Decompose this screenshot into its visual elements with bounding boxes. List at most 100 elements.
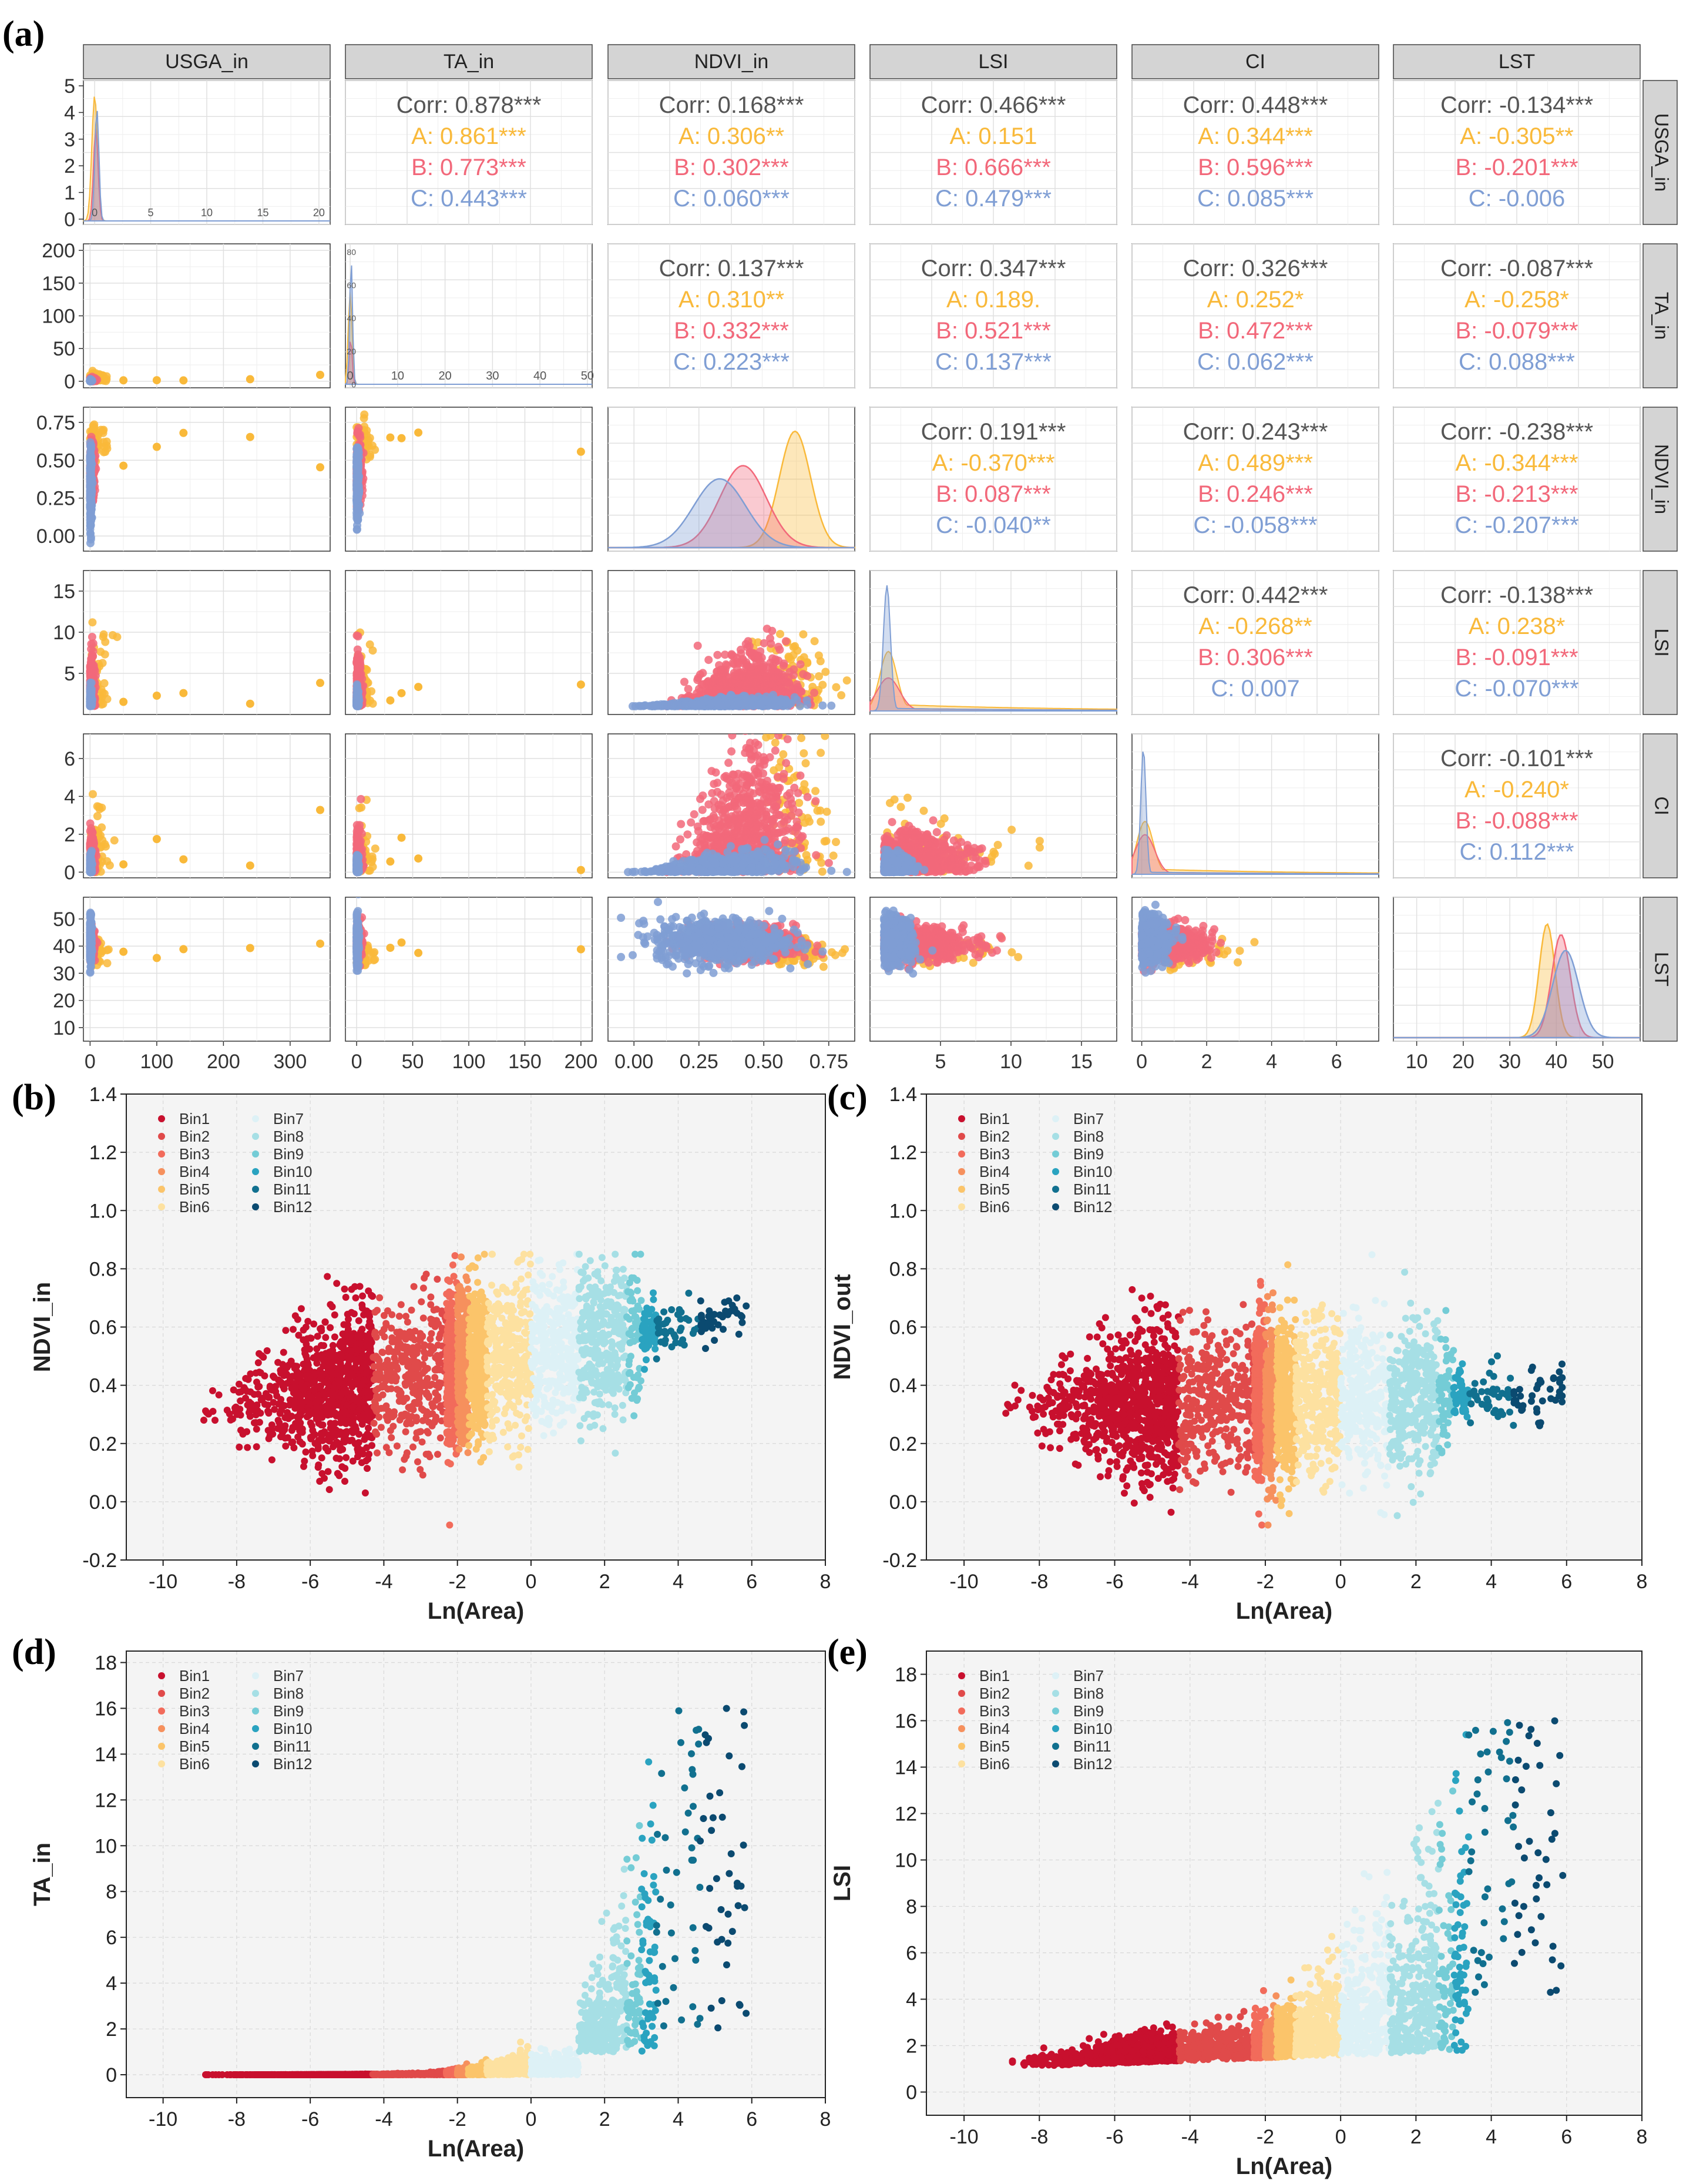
matrix-cell-LSI-TA_in — [345, 570, 593, 715]
density-C — [870, 585, 1117, 712]
point-A — [815, 672, 823, 680]
point-B — [354, 665, 362, 674]
matrix-cell-LSI-USGA_in — [83, 570, 331, 715]
col-strip-LST — [1393, 44, 1641, 79]
point-C — [352, 484, 361, 492]
matrix-cell-LSI-CI: Corr: 0.442***A: -0.268**B: 0.306***C: 0… — [1131, 570, 1379, 715]
corr-group-C: C: 0.007 — [1211, 676, 1299, 702]
point-C — [86, 696, 95, 705]
corr-overall: Corr: 0.878*** — [397, 92, 542, 118]
point-A — [814, 651, 823, 660]
matrix-cell-TA_in-NDVI_in: Corr: 0.137***A: 0.310**B: 0.332***C: 0.… — [607, 243, 855, 388]
point-C — [86, 678, 95, 687]
point-B — [684, 685, 693, 693]
point-B — [772, 673, 781, 682]
point-B — [353, 428, 362, 437]
diag-x-tick: 0 — [347, 370, 354, 383]
corr-group-C: C: -0.070*** — [1455, 676, 1578, 702]
row-strip-CI — [1642, 733, 1678, 878]
density-A — [869, 650, 1117, 712]
point-C — [760, 697, 768, 705]
point-A — [368, 441, 377, 450]
point-B — [736, 645, 745, 654]
col-strip-NDVI_in — [607, 44, 855, 79]
corr-group-B: B: 0.332*** — [674, 318, 789, 344]
diag-x-tick: 0 — [92, 207, 98, 219]
panel-label-b: (b) — [12, 1078, 56, 1118]
point-A — [360, 410, 369, 419]
density-C — [345, 265, 592, 385]
point-C — [86, 447, 95, 456]
diag-y-tick: 40 — [347, 314, 356, 323]
corr-overall: Corr: 0.347*** — [921, 256, 1066, 281]
corr-overall: Corr: 0.326*** — [1183, 256, 1328, 281]
scatter-matrix: USGA_in TA_in NDVI_in LSI CI LSTUSGA_inTA_inN… — [36, 44, 1678, 1073]
diag-y-tick: 60 — [347, 280, 356, 290]
diag-x-tick: 30 — [486, 370, 499, 383]
point-C — [87, 688, 96, 697]
point-B — [760, 682, 769, 690]
corr-group-C: C: -0.006 — [1469, 186, 1566, 212]
point-C — [86, 535, 95, 544]
point-B — [734, 659, 743, 668]
point-A — [99, 633, 108, 641]
point-A-outlier — [316, 679, 324, 687]
row-strip-label-CI: CI — [1651, 797, 1672, 816]
point-C — [775, 696, 784, 705]
point-B — [810, 689, 818, 697]
corr-group-B: B: 0.666*** — [936, 155, 1051, 180]
point-C — [818, 701, 827, 710]
point-B — [717, 673, 725, 682]
point-A — [100, 679, 109, 687]
point-C — [790, 693, 799, 702]
point-A — [96, 648, 105, 656]
matrix-cell-NDVI_in-LSI: Corr: 0.191***A: -0.370***B: 0.087***C: … — [869, 407, 1117, 552]
scatter-points — [629, 625, 851, 710]
corr-group-A: A: -0.305** — [1460, 123, 1573, 149]
point-C — [86, 377, 95, 385]
col-strip-label-NDVI_in: NDVI_in — [694, 51, 769, 73]
corr-group-C: C: 0.137*** — [935, 349, 1052, 375]
point-C — [86, 521, 95, 530]
point-A-outlier — [316, 371, 324, 379]
point-A-outlier — [152, 692, 161, 700]
corr-overall: Corr: 0.191*** — [921, 419, 1066, 445]
point-A-outlier — [119, 376, 128, 385]
corr-overall: Corr: 0.137*** — [659, 256, 804, 281]
matrix-cell-LSI-LST: Corr: -0.138***A: 0.238*B: -0.091***C: -… — [1393, 570, 1641, 715]
matrix-cell-LSI-LSI — [869, 570, 1117, 715]
point-B — [785, 667, 794, 676]
corr-group-A: A: 0.252* — [1207, 287, 1304, 313]
point-A — [791, 642, 800, 650]
col-strip-label-CI: CI — [1245, 51, 1265, 73]
matrix-cell-USGA_in-TA_in: Corr: 0.878***A: 0.861***B: 0.773***C: 0… — [345, 80, 593, 225]
matrix-cell-NDVI_in-USGA_in — [83, 407, 331, 552]
row-strip-TA_in — [1642, 243, 1678, 388]
point-B — [352, 654, 361, 663]
point-C — [688, 699, 697, 708]
corr-group-A: A: 0.151 — [949, 123, 1037, 149]
point-C — [795, 702, 804, 710]
point-B — [712, 686, 721, 695]
corr-overall: Corr: -0.087*** — [1440, 256, 1593, 281]
scatter-points — [352, 410, 585, 534]
diag-x-tick: 15 — [257, 207, 268, 219]
point-B — [752, 658, 761, 667]
point-B — [713, 667, 722, 676]
point-A-outlier — [414, 683, 423, 692]
matrix-cell-TA_in-CI: Corr: 0.326***A: 0.252*B: 0.472***C: 0.0… — [1131, 243, 1379, 388]
point-C — [681, 699, 690, 708]
point-A-outlier — [179, 689, 188, 697]
corr-group-C: C: 0.443*** — [411, 186, 527, 212]
corr-group-B: B: -0.201*** — [1455, 155, 1578, 180]
point-C — [353, 701, 362, 710]
point-B — [763, 672, 771, 680]
point-C — [670, 699, 678, 707]
point-C — [86, 487, 95, 496]
point-B — [721, 650, 730, 659]
col-strip-LSI — [869, 44, 1117, 79]
corr-group-B: B: 0.306*** — [1198, 645, 1313, 670]
col-strip-label-LST: LST — [1499, 51, 1535, 73]
point-C — [87, 458, 96, 466]
